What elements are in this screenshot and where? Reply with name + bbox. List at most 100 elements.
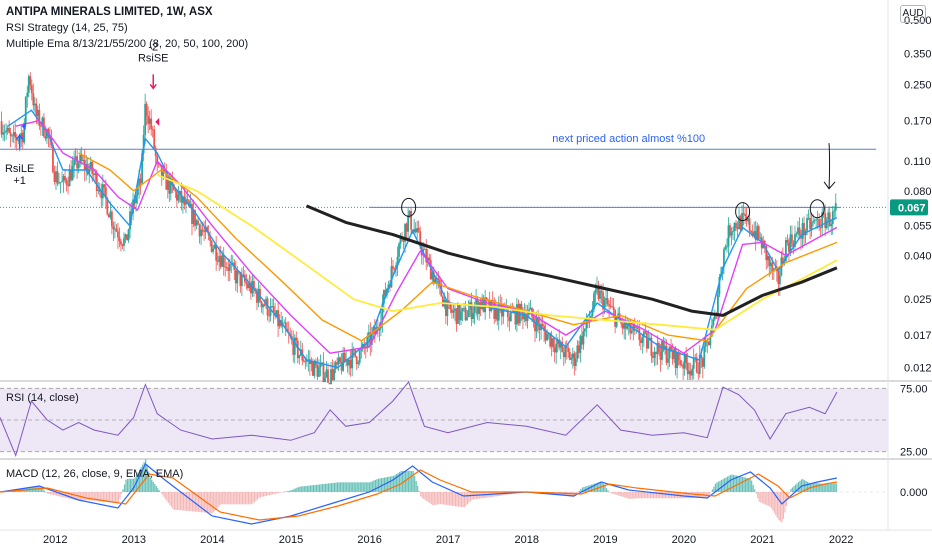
macd-histogram-bar [49, 492, 52, 495]
price-bar-body [620, 321, 623, 324]
macd-histogram-bar [352, 482, 354, 492]
macd-histogram-bar [287, 491, 289, 492]
macd-histogram-bar [151, 479, 153, 492]
price-bar-body [79, 154, 82, 164]
price-bar-body [661, 341, 663, 360]
price-bar-body [322, 362, 325, 383]
y-axis[interactable]: 0.500 0.350 0.250 0.170 0.110 0.080 0.055 0.040… [890, 15, 932, 499]
price-bar-body [180, 190, 183, 203]
macd-histogram-bar [117, 492, 120, 504]
macd-histogram-bar [578, 490, 581, 492]
price-bar-body [735, 222, 737, 228]
currency-button[interactable]: AUD [900, 5, 926, 23]
macd-histogram-bar [273, 492, 275, 495]
macd-panel-label[interactable]: MACD (12, 26, close, 9, EMA, EMA) [6, 468, 184, 480]
macd-histogram-bar [806, 481, 809, 492]
price-bar-body [754, 231, 757, 240]
price-bar-body [29, 76, 32, 86]
price-bar-body [304, 361, 307, 363]
macd-histogram-bar [42, 489, 44, 492]
macd-histogram-bar [784, 492, 786, 513]
price-bar-body [447, 300, 450, 303]
macd-histogram-bar [397, 472, 399, 492]
price-bar-body [194, 209, 196, 226]
price-bar-body [682, 364, 685, 369]
macd-histogram-bar [324, 483, 327, 492]
macd-histogram-bar [791, 487, 794, 492]
price-bar-body [662, 341, 665, 350]
rsi-panel-label[interactable]: RSI (14, close) [6, 392, 79, 404]
macd-histogram-bar [708, 492, 710, 496]
macd-histogram-bar [217, 492, 219, 508]
price-bar-body [316, 364, 319, 377]
price-bar-body [408, 210, 411, 216]
macd-histogram-bar [240, 492, 242, 505]
multiple-ema-label[interactable]: Multiple Ema 8/13/21/55/200 (8, 20, 50, … [6, 38, 249, 50]
price-bar-body [340, 362, 343, 371]
price-bar-body [639, 340, 642, 343]
macd-histogram-bar [643, 492, 645, 499]
macd-histogram-bar [276, 492, 278, 494]
macd-histogram-bar [142, 464, 144, 492]
price-bar-body [41, 117, 44, 127]
price-bar-body [33, 103, 36, 106]
macd-histogram-bar [441, 492, 443, 505]
macd-histogram-bar [346, 482, 348, 492]
macd-histogram-bar [178, 492, 180, 511]
macd-histogram-bar [445, 492, 448, 505]
rsi-strategy-label[interactable]: RSI Strategy (14, 25, 75) [6, 22, 128, 34]
macd-histogram-bar [639, 492, 641, 499]
macd-histogram-bar [681, 492, 683, 499]
macd-histogram-bar [814, 483, 816, 492]
price-bar-body [794, 234, 796, 247]
macd-histogram-bar [637, 492, 639, 499]
macd-histogram-bar [149, 477, 151, 492]
price-bar-body [213, 244, 216, 249]
price-bar-body [227, 267, 230, 271]
price-bar-body [579, 335, 582, 353]
macd-histogram-bar [157, 488, 159, 492]
price-bar-body [12, 132, 15, 136]
price-bar-body [494, 306, 497, 319]
price-bar-body [266, 298, 269, 316]
macd-histogram-bar [648, 492, 650, 499]
price-bar-body [357, 362, 360, 365]
price-bar-body [236, 271, 239, 284]
price-bar-body [676, 352, 678, 369]
price-bar-body [248, 282, 251, 289]
price-bar-body [333, 369, 335, 381]
price-bar-body [623, 320, 626, 329]
price-bar-body [36, 109, 39, 117]
macd-histogram-bar [831, 483, 833, 492]
chart-title: ANTIPA MINERALS LIMITED, 1W, ASX [6, 6, 213, 18]
price-bar-body [658, 343, 660, 352]
price-bar-body [537, 317, 539, 324]
macd-histogram-bar [580, 489, 582, 492]
y-tick-label: 0.500 [904, 15, 932, 27]
price-bar-body [384, 290, 387, 296]
macd-histogram-bar [353, 482, 355, 492]
price-bars [0, 72, 837, 385]
price-bar-body [399, 236, 402, 244]
price-bar-body [437, 278, 440, 280]
ema-series-line [15, 119, 838, 354]
macd-histogram-bar [450, 492, 452, 506]
macd-histogram-bar [48, 492, 50, 495]
price-bar-body [80, 154, 83, 161]
macd-histogram-bar [426, 492, 428, 502]
x-axis[interactable]: 2012 2013 2014 2015 2016 2017 2018 2019 2020 2021… [43, 534, 853, 546]
macd-histogram-bar [214, 492, 216, 511]
price-bar-body [39, 125, 42, 127]
price-bar-body [587, 318, 589, 324]
macd-histogram-bar [716, 482, 718, 492]
price-bar-body [104, 187, 107, 199]
price-bar-body [564, 345, 567, 358]
macd-histogram-bar [184, 492, 186, 511]
y-tick-label: 0.350 [904, 48, 932, 60]
price-bar-body [142, 134, 145, 154]
price-bar-body [803, 223, 805, 236]
macd-histogram-bar [610, 492, 612, 494]
macd-histogram-bar [335, 482, 337, 492]
macd-histogram-bar [683, 492, 685, 499]
price-bar-body [327, 369, 329, 383]
